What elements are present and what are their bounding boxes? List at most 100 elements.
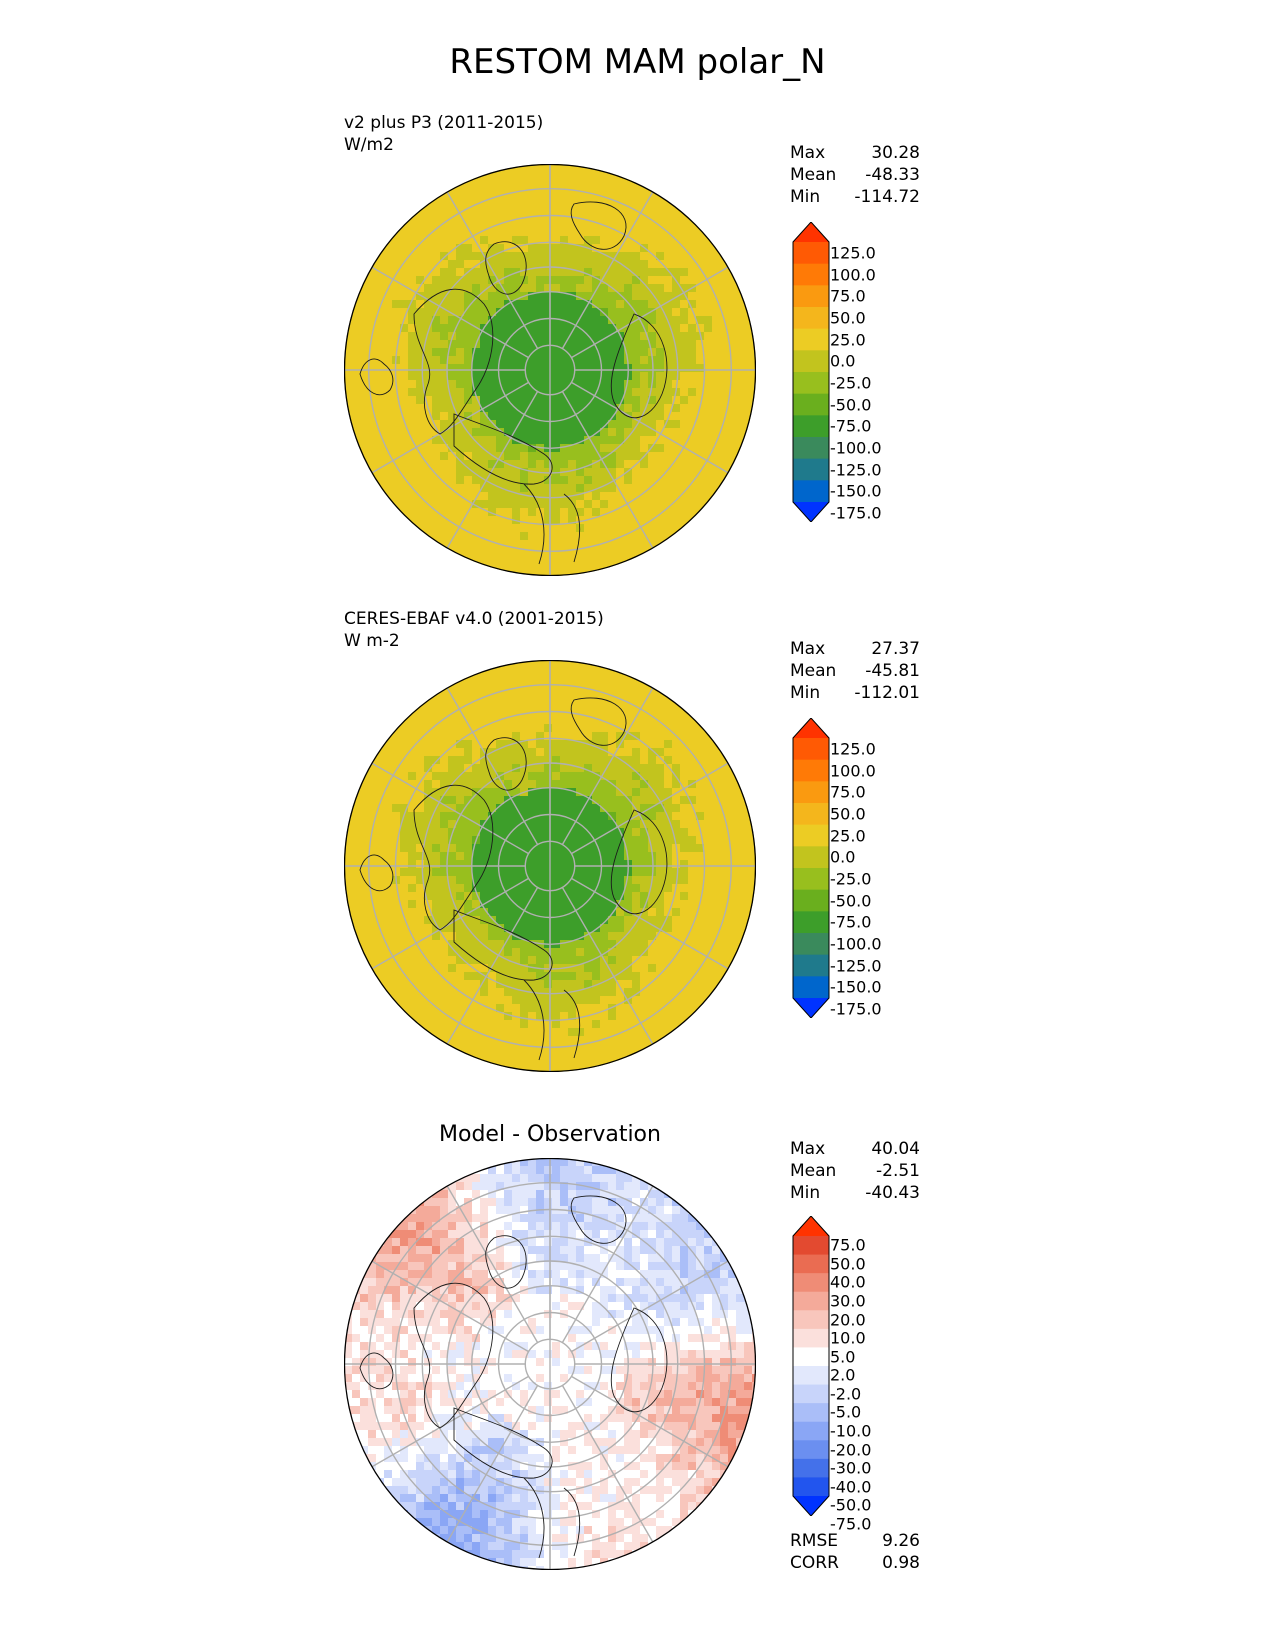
field-cell xyxy=(408,300,416,308)
field-cell xyxy=(432,356,440,364)
field-cell xyxy=(720,412,728,420)
field-cell xyxy=(408,940,416,948)
field-cell xyxy=(560,740,568,748)
field-cell xyxy=(488,732,496,740)
field-cell xyxy=(480,348,488,356)
field-cell xyxy=(600,172,608,180)
field-cell xyxy=(504,212,512,220)
field-cell xyxy=(664,884,672,892)
field-cell xyxy=(672,228,680,236)
field-cell xyxy=(720,804,728,812)
field-cell xyxy=(408,468,416,476)
field-cell xyxy=(400,356,408,364)
field-cell xyxy=(416,860,424,868)
field-cell xyxy=(608,292,616,300)
field-cell xyxy=(736,428,744,436)
field-cell xyxy=(704,332,712,340)
field-cell xyxy=(664,500,672,508)
field-cell xyxy=(664,396,672,404)
field-cell xyxy=(544,724,552,732)
field-cell xyxy=(640,876,648,884)
field-cell xyxy=(432,292,440,300)
colorbar-segment xyxy=(793,263,829,286)
field-cell xyxy=(480,780,488,788)
field-cell xyxy=(576,1198,584,1206)
field-cell xyxy=(544,316,552,324)
field-cell xyxy=(568,548,576,556)
colorbar-tick-label: 75.0 xyxy=(830,782,866,802)
field-cell xyxy=(408,500,416,508)
field-cell xyxy=(536,988,544,996)
field-cell xyxy=(592,772,600,780)
field-cell xyxy=(736,924,744,932)
field-cell xyxy=(480,740,488,748)
field-cell xyxy=(704,300,712,308)
field-cell xyxy=(528,500,536,508)
field-cell xyxy=(656,964,664,972)
field-cell xyxy=(600,892,608,900)
field-cell xyxy=(632,1044,640,1052)
field-cell xyxy=(688,812,696,820)
field-cell xyxy=(496,804,504,812)
field-cell xyxy=(672,1028,680,1036)
field-cell xyxy=(616,220,624,228)
field-cell xyxy=(440,268,448,276)
field-cell xyxy=(632,324,640,332)
field-cell xyxy=(368,892,376,900)
field-cell xyxy=(504,188,512,196)
field-cell xyxy=(600,180,608,188)
field-cell xyxy=(744,780,752,788)
field-cell xyxy=(352,860,360,868)
field-cell xyxy=(624,828,632,836)
field-cell xyxy=(592,828,600,836)
field-cell xyxy=(472,708,480,716)
field-cell xyxy=(608,1230,616,1238)
field-cell xyxy=(528,1004,536,1012)
field-cell xyxy=(576,540,584,548)
field-cell xyxy=(528,260,536,268)
field-cell xyxy=(552,476,560,484)
field-cell xyxy=(616,956,624,964)
field-cell xyxy=(512,860,520,868)
field-cell xyxy=(344,372,352,380)
field-cell xyxy=(560,780,568,788)
field-cell xyxy=(432,972,440,980)
field-cell xyxy=(608,444,616,452)
field-cell xyxy=(504,548,512,556)
field-cell xyxy=(704,492,712,500)
field-cell xyxy=(648,292,656,300)
field-cell xyxy=(720,980,728,988)
field-cell xyxy=(640,428,648,436)
field-cell xyxy=(504,252,512,260)
field-cell xyxy=(592,924,600,932)
field-cell xyxy=(344,788,352,796)
field-cell xyxy=(488,884,496,892)
field-cell xyxy=(744,380,752,388)
field-cell xyxy=(448,1198,456,1206)
field-cell xyxy=(744,444,752,452)
field-cell xyxy=(664,828,672,836)
field-cell xyxy=(520,1158,528,1166)
field-cell xyxy=(688,404,696,412)
field-cell xyxy=(664,788,672,796)
field-cell xyxy=(600,1044,608,1052)
colorbar-tick-label: -25.0 xyxy=(830,373,872,393)
field-cell xyxy=(752,908,756,916)
field-cell xyxy=(600,252,608,260)
field-cell xyxy=(536,228,544,236)
field-cell xyxy=(408,388,416,396)
field-cell xyxy=(584,220,592,228)
field-cell xyxy=(344,292,352,300)
field-cell xyxy=(528,436,536,444)
field-cell xyxy=(392,460,400,468)
field-cell xyxy=(672,980,680,988)
field-cell xyxy=(592,548,600,556)
field-cell xyxy=(568,1044,576,1052)
field-cell xyxy=(408,268,416,276)
field-cell xyxy=(576,460,584,468)
field-cell xyxy=(528,340,536,348)
field-cell xyxy=(520,668,528,676)
field-cell xyxy=(728,772,736,780)
field-cell xyxy=(432,348,440,356)
field-cell xyxy=(392,988,400,996)
